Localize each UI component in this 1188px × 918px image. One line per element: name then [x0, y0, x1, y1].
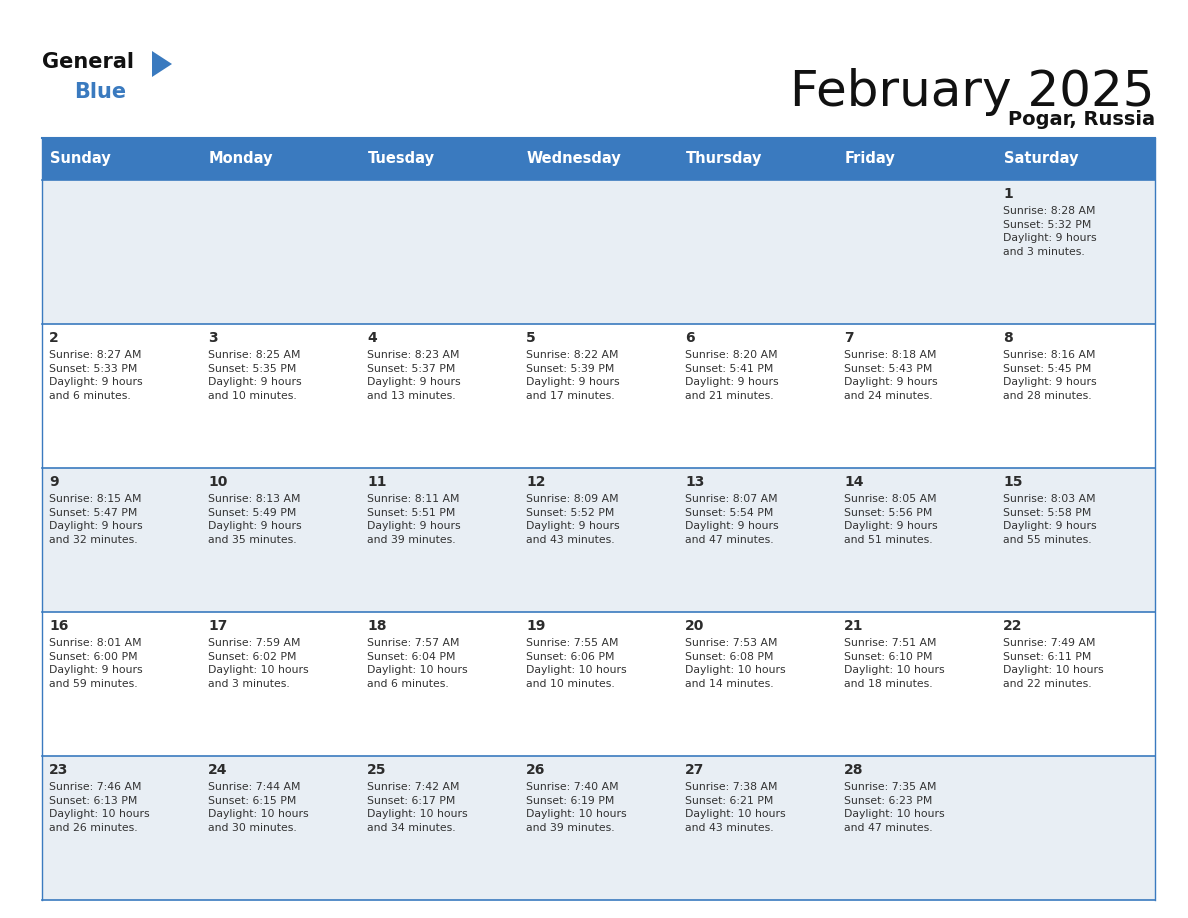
Text: Sunrise: 8:01 AM
Sunset: 6:00 PM
Daylight: 9 hours
and 59 minutes.: Sunrise: 8:01 AM Sunset: 6:00 PM Dayligh… — [49, 638, 143, 688]
Text: 22: 22 — [1003, 619, 1023, 633]
Text: Sunrise: 8:11 AM
Sunset: 5:51 PM
Daylight: 9 hours
and 39 minutes.: Sunrise: 8:11 AM Sunset: 5:51 PM Dayligh… — [367, 494, 461, 544]
Text: Sunrise: 7:40 AM
Sunset: 6:19 PM
Daylight: 10 hours
and 39 minutes.: Sunrise: 7:40 AM Sunset: 6:19 PM Dayligh… — [526, 782, 626, 833]
Bar — [838, 138, 996, 180]
Text: Sunrise: 8:18 AM
Sunset: 5:43 PM
Daylight: 9 hours
and 24 minutes.: Sunrise: 8:18 AM Sunset: 5:43 PM Dayligh… — [843, 350, 937, 401]
Text: Sunrise: 8:25 AM
Sunset: 5:35 PM
Daylight: 9 hours
and 10 minutes.: Sunrise: 8:25 AM Sunset: 5:35 PM Dayligh… — [208, 350, 302, 401]
Text: 4: 4 — [367, 331, 377, 345]
Text: Blue: Blue — [74, 82, 126, 102]
Text: Sunrise: 8:23 AM
Sunset: 5:37 PM
Daylight: 9 hours
and 13 minutes.: Sunrise: 8:23 AM Sunset: 5:37 PM Dayligh… — [367, 350, 461, 401]
Text: 9: 9 — [49, 475, 58, 489]
Text: 28: 28 — [843, 763, 864, 777]
Text: Sunrise: 8:15 AM
Sunset: 5:47 PM
Daylight: 9 hours
and 32 minutes.: Sunrise: 8:15 AM Sunset: 5:47 PM Dayligh… — [49, 494, 143, 544]
Text: Sunrise: 7:59 AM
Sunset: 6:02 PM
Daylight: 10 hours
and 3 minutes.: Sunrise: 7:59 AM Sunset: 6:02 PM Dayligh… — [208, 638, 309, 688]
Bar — [678, 138, 838, 180]
Text: Sunrise: 7:57 AM
Sunset: 6:04 PM
Daylight: 10 hours
and 6 minutes.: Sunrise: 7:57 AM Sunset: 6:04 PM Dayligh… — [367, 638, 468, 688]
Text: Sunrise: 7:35 AM
Sunset: 6:23 PM
Daylight: 10 hours
and 47 minutes.: Sunrise: 7:35 AM Sunset: 6:23 PM Dayligh… — [843, 782, 944, 833]
Bar — [42, 138, 201, 180]
Bar — [42, 756, 1155, 900]
Text: February 2025: February 2025 — [790, 68, 1155, 116]
Text: 17: 17 — [208, 619, 227, 633]
Bar — [42, 612, 1155, 756]
Text: Friday: Friday — [845, 151, 896, 166]
Text: 19: 19 — [526, 619, 545, 633]
Text: 25: 25 — [367, 763, 386, 777]
Text: Sunday: Sunday — [50, 151, 110, 166]
Text: Sunrise: 7:44 AM
Sunset: 6:15 PM
Daylight: 10 hours
and 30 minutes.: Sunrise: 7:44 AM Sunset: 6:15 PM Dayligh… — [208, 782, 309, 833]
Text: Tuesday: Tuesday — [368, 151, 435, 166]
Text: Thursday: Thursday — [685, 151, 763, 166]
Text: Sunrise: 8:22 AM
Sunset: 5:39 PM
Daylight: 9 hours
and 17 minutes.: Sunrise: 8:22 AM Sunset: 5:39 PM Dayligh… — [526, 350, 620, 401]
Text: Sunrise: 8:05 AM
Sunset: 5:56 PM
Daylight: 9 hours
and 51 minutes.: Sunrise: 8:05 AM Sunset: 5:56 PM Dayligh… — [843, 494, 937, 544]
Bar — [201, 138, 360, 180]
Text: Sunrise: 8:20 AM
Sunset: 5:41 PM
Daylight: 9 hours
and 21 minutes.: Sunrise: 8:20 AM Sunset: 5:41 PM Dayligh… — [685, 350, 778, 401]
Text: 20: 20 — [685, 619, 704, 633]
Text: Sunrise: 7:49 AM
Sunset: 6:11 PM
Daylight: 10 hours
and 22 minutes.: Sunrise: 7:49 AM Sunset: 6:11 PM Dayligh… — [1003, 638, 1104, 688]
Text: 7: 7 — [843, 331, 854, 345]
Text: 27: 27 — [685, 763, 704, 777]
Text: 26: 26 — [526, 763, 545, 777]
Text: 16: 16 — [49, 619, 69, 633]
Text: 5: 5 — [526, 331, 536, 345]
Text: 11: 11 — [367, 475, 386, 489]
Text: 24: 24 — [208, 763, 227, 777]
Text: Wednesday: Wednesday — [527, 151, 621, 166]
Bar — [42, 324, 1155, 468]
Text: Sunrise: 8:09 AM
Sunset: 5:52 PM
Daylight: 9 hours
and 43 minutes.: Sunrise: 8:09 AM Sunset: 5:52 PM Dayligh… — [526, 494, 620, 544]
Bar — [42, 180, 1155, 324]
Text: 15: 15 — [1003, 475, 1023, 489]
Text: Saturday: Saturday — [1004, 151, 1079, 166]
Text: 8: 8 — [1003, 331, 1012, 345]
Text: 12: 12 — [526, 475, 545, 489]
Text: 10: 10 — [208, 475, 227, 489]
Text: Sunrise: 8:07 AM
Sunset: 5:54 PM
Daylight: 9 hours
and 47 minutes.: Sunrise: 8:07 AM Sunset: 5:54 PM Dayligh… — [685, 494, 778, 544]
Text: General: General — [42, 52, 134, 72]
Bar — [996, 138, 1155, 180]
Text: 3: 3 — [208, 331, 217, 345]
Text: 2: 2 — [49, 331, 58, 345]
Text: Sunrise: 8:27 AM
Sunset: 5:33 PM
Daylight: 9 hours
and 6 minutes.: Sunrise: 8:27 AM Sunset: 5:33 PM Dayligh… — [49, 350, 143, 401]
Text: Sunrise: 7:53 AM
Sunset: 6:08 PM
Daylight: 10 hours
and 14 minutes.: Sunrise: 7:53 AM Sunset: 6:08 PM Dayligh… — [685, 638, 785, 688]
Text: Pogar, Russia: Pogar, Russia — [1007, 110, 1155, 129]
Text: Sunrise: 7:38 AM
Sunset: 6:21 PM
Daylight: 10 hours
and 43 minutes.: Sunrise: 7:38 AM Sunset: 6:21 PM Dayligh… — [685, 782, 785, 833]
Bar — [360, 138, 519, 180]
Text: Sunrise: 7:42 AM
Sunset: 6:17 PM
Daylight: 10 hours
and 34 minutes.: Sunrise: 7:42 AM Sunset: 6:17 PM Dayligh… — [367, 782, 468, 833]
Text: 13: 13 — [685, 475, 704, 489]
Text: 14: 14 — [843, 475, 864, 489]
Text: 21: 21 — [843, 619, 864, 633]
Polygon shape — [152, 51, 172, 77]
Text: Sunrise: 7:46 AM
Sunset: 6:13 PM
Daylight: 10 hours
and 26 minutes.: Sunrise: 7:46 AM Sunset: 6:13 PM Dayligh… — [49, 782, 150, 833]
Text: Sunrise: 7:51 AM
Sunset: 6:10 PM
Daylight: 10 hours
and 18 minutes.: Sunrise: 7:51 AM Sunset: 6:10 PM Dayligh… — [843, 638, 944, 688]
Text: 6: 6 — [685, 331, 695, 345]
Bar — [42, 468, 1155, 612]
Bar — [519, 138, 678, 180]
Text: Sunrise: 8:13 AM
Sunset: 5:49 PM
Daylight: 9 hours
and 35 minutes.: Sunrise: 8:13 AM Sunset: 5:49 PM Dayligh… — [208, 494, 302, 544]
Text: Sunrise: 8:28 AM
Sunset: 5:32 PM
Daylight: 9 hours
and 3 minutes.: Sunrise: 8:28 AM Sunset: 5:32 PM Dayligh… — [1003, 206, 1097, 257]
Text: Sunrise: 8:16 AM
Sunset: 5:45 PM
Daylight: 9 hours
and 28 minutes.: Sunrise: 8:16 AM Sunset: 5:45 PM Dayligh… — [1003, 350, 1097, 401]
Text: Monday: Monday — [209, 151, 273, 166]
Text: Sunrise: 8:03 AM
Sunset: 5:58 PM
Daylight: 9 hours
and 55 minutes.: Sunrise: 8:03 AM Sunset: 5:58 PM Dayligh… — [1003, 494, 1097, 544]
Text: 1: 1 — [1003, 187, 1012, 201]
Text: 18: 18 — [367, 619, 386, 633]
Text: Sunrise: 7:55 AM
Sunset: 6:06 PM
Daylight: 10 hours
and 10 minutes.: Sunrise: 7:55 AM Sunset: 6:06 PM Dayligh… — [526, 638, 626, 688]
Text: 23: 23 — [49, 763, 69, 777]
